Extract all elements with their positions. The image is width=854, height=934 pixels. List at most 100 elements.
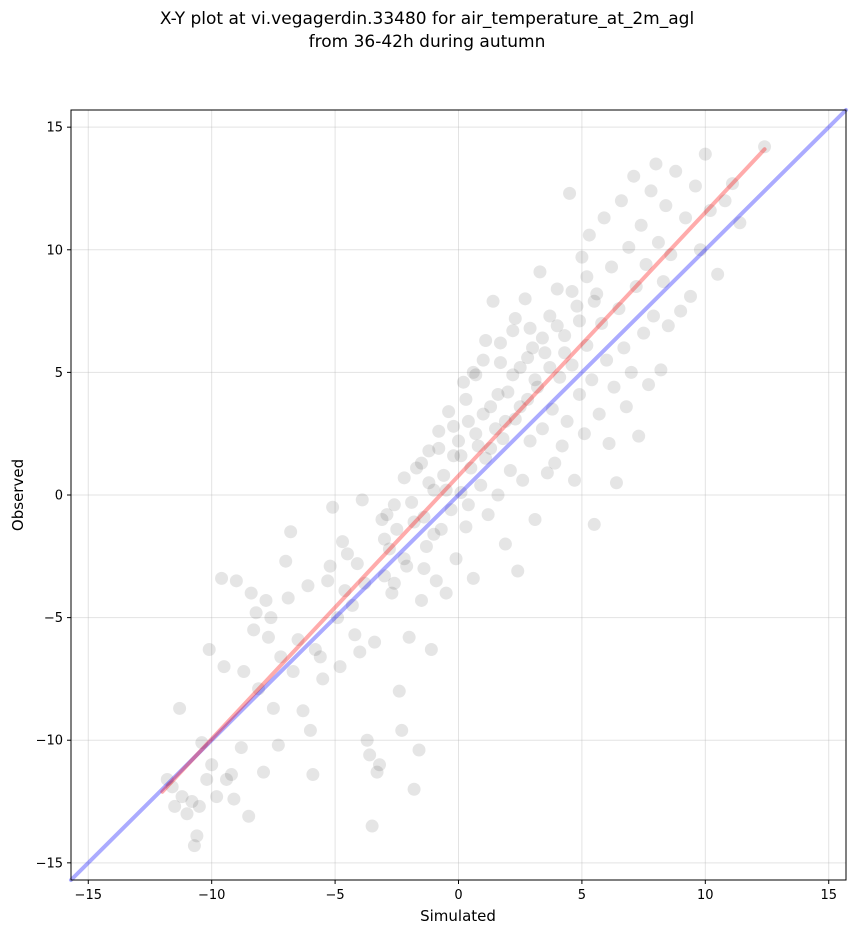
data-point [486, 294, 500, 308]
data-point [619, 400, 633, 414]
data-point [506, 368, 520, 382]
data-point [377, 569, 391, 583]
data-point [550, 319, 564, 333]
data-point [437, 468, 451, 482]
data-point [646, 309, 660, 323]
data-point [266, 701, 280, 715]
data-point [540, 466, 554, 480]
x-tick-label: 15 [820, 888, 837, 903]
data-point [664, 248, 678, 262]
data-point [718, 194, 732, 208]
data-point [422, 476, 436, 490]
chart-title-line-1: X-Y plot at vi.vegagerdin.33480 for air_… [159, 9, 695, 29]
data-point [533, 265, 547, 279]
data-point [365, 819, 379, 833]
y-tick-label: −5 [44, 611, 63, 626]
data-point [353, 645, 367, 659]
data-point [688, 179, 702, 193]
data-point [489, 422, 503, 436]
data-point [444, 503, 458, 517]
data-point [452, 434, 465, 448]
data-point [609, 476, 623, 490]
identity-line [69, 108, 848, 882]
data-point [165, 780, 179, 794]
data-point [424, 642, 438, 656]
x-tick-label: −15 [75, 888, 102, 903]
data-point [592, 407, 606, 421]
data-point [301, 579, 315, 593]
data-point [572, 314, 586, 328]
data-point [264, 611, 278, 625]
data-point [291, 633, 305, 647]
data-point [661, 319, 675, 333]
data-point [572, 387, 586, 401]
data-point [414, 456, 428, 470]
data-point [434, 522, 448, 536]
y-tick-label: 10 [46, 243, 63, 258]
data-point [392, 684, 406, 698]
data-point [345, 598, 359, 612]
data-point [637, 326, 651, 340]
data-point [605, 260, 619, 274]
data-point [651, 235, 665, 249]
data-point [550, 282, 564, 296]
x-tick-label: −10 [198, 888, 225, 903]
data-point [498, 414, 512, 428]
data-point [227, 792, 241, 806]
data-point [580, 338, 594, 352]
data-point [582, 228, 596, 242]
data-point [249, 606, 263, 620]
data-point [654, 363, 668, 377]
data-point [629, 280, 643, 294]
data-point [521, 351, 535, 365]
data-point [414, 593, 428, 607]
data-point [402, 630, 416, 644]
data-point [252, 682, 266, 696]
data-point [698, 147, 712, 161]
data-point [355, 493, 369, 507]
y-tick-label: −15 [36, 856, 63, 871]
data-point [447, 449, 461, 463]
y-tick-label: 5 [55, 366, 63, 381]
data-point [575, 250, 589, 264]
data-point [469, 368, 483, 382]
data-point [632, 429, 646, 443]
data-point [624, 365, 638, 379]
data-point [192, 799, 206, 813]
data-point [523, 321, 537, 335]
data-point [340, 547, 354, 561]
data-point [200, 772, 214, 786]
data-point [417, 510, 431, 524]
data-point [679, 211, 693, 225]
data-point [555, 439, 569, 453]
data-point [580, 270, 594, 284]
data-point [466, 571, 480, 585]
y-axis-label: Observed [9, 459, 27, 531]
data-point [190, 829, 204, 843]
data-point [407, 515, 421, 529]
data-point [261, 630, 275, 644]
data-point [587, 517, 601, 531]
data-point [215, 571, 229, 585]
data-point [459, 392, 473, 406]
data-point [479, 334, 493, 348]
data-point [224, 768, 238, 782]
data-point [286, 665, 300, 679]
data-point [412, 743, 426, 757]
data-point [659, 199, 673, 213]
data-point [432, 424, 446, 438]
data-point [461, 414, 475, 428]
data-point [538, 346, 552, 360]
data-point [558, 329, 572, 343]
data-point [560, 414, 574, 428]
data-point [397, 552, 411, 566]
data-point [442, 405, 456, 419]
data-point [316, 672, 330, 686]
grid-lines [71, 110, 846, 880]
data-point [548, 456, 562, 470]
data-point [454, 486, 468, 500]
data-point [331, 611, 345, 625]
data-point [397, 471, 411, 485]
data-point [308, 642, 322, 656]
data-point [585, 373, 599, 387]
